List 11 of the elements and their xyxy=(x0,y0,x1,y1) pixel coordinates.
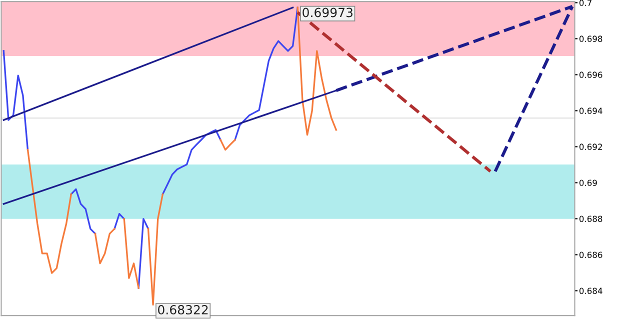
annotation: 0.68322 xyxy=(158,304,208,314)
y-tick-label: 0.692 xyxy=(579,144,602,150)
y-tick-label: 0.684 xyxy=(579,288,602,294)
y-tick-label: 0.696 xyxy=(579,72,602,78)
y-tick-label: 0.686 xyxy=(579,252,602,258)
y-tick-label: 0.698 xyxy=(579,36,602,42)
annotation: 0.69973 xyxy=(302,8,352,18)
y-tick-label: 0.7 xyxy=(579,0,592,6)
y-tick-label: 0.69 xyxy=(579,180,597,186)
y-tick-label: 0.688 xyxy=(579,216,602,222)
y-tick-label: 0.694 xyxy=(579,108,602,114)
